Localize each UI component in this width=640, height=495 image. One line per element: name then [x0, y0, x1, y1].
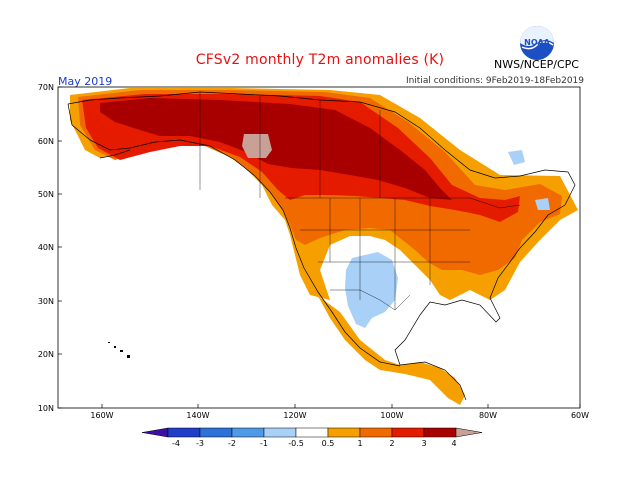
colorbar-swatch: [391, 427, 425, 438]
colorbar-label: -2: [228, 439, 236, 448]
agency-label: NWS/NCEP/CPC: [494, 58, 579, 71]
lon-label: 80W: [479, 411, 497, 420]
colorbar-label: 0.5: [322, 439, 335, 448]
anomaly-region-warm-1-south: [318, 296, 465, 405]
colorbar-label: 3: [421, 439, 426, 448]
initial-conditions: Initial conditions: 9Feb2019-18Feb2019: [405, 76, 584, 86]
colorbar-swatch: [231, 427, 265, 438]
lon-label: 100W: [380, 411, 403, 420]
anomaly-region-warm-5: [242, 134, 272, 158]
forecast-month: May 2019: [58, 75, 113, 88]
colorbar-label: -1: [260, 439, 268, 448]
map-title: CFSv2 monthly T2m anomalies (K): [195, 52, 445, 68]
anomaly-region-cool-southwest: [345, 252, 398, 328]
hawaii-islands: [108, 342, 130, 358]
anomaly-region-cool-canada: [508, 150, 525, 165]
colorbar-label: 4: [451, 439, 456, 448]
logo-text: NOAA: [524, 38, 550, 47]
colorbar-swatch: [359, 427, 393, 438]
colorbar-arrow-left: [141, 427, 169, 438]
colorbar-label: 2: [389, 439, 394, 448]
lat-label: 50N: [38, 190, 54, 199]
anomaly-region-cool-quebec: [535, 198, 550, 210]
lon-label: 160W: [90, 411, 113, 420]
lat-label: 30N: [38, 297, 54, 306]
anomaly-region-warm-4: [100, 98, 452, 200]
anomaly-shading: [70, 88, 578, 405]
latitude-labels: 70N 60N 50N 40N 30N 20N 10N: [38, 83, 54, 413]
axis-ticks: [58, 86, 581, 409]
lat-label: 60N: [38, 137, 54, 146]
colorbar-swatch: [327, 427, 361, 438]
lat-label: 10N: [38, 404, 54, 413]
plot-frame: [57, 86, 581, 409]
colorbar-label: 1: [357, 439, 362, 448]
colorbar-label: -3: [196, 439, 204, 448]
colorbar-label: -0.5: [288, 439, 304, 448]
colorbar-swatch: [263, 427, 297, 438]
lon-label: 120W: [283, 411, 306, 420]
political-boundaries: [199, 92, 521, 311]
colorbar: -4 -3 -2 -1 -0.5 0.5 1 2 3 4: [141, 427, 483, 448]
colorbar-swatch: [295, 427, 329, 438]
noaa-logo: NOAA: [520, 26, 554, 60]
lat-label: 70N: [38, 83, 54, 92]
colorbar-swatch: [199, 427, 233, 438]
lon-label: 140W: [186, 411, 209, 420]
colorbar-swatch: [423, 427, 457, 438]
colorbar-label: -4: [172, 439, 180, 448]
coastlines: [67, 91, 576, 401]
lon-label: 60W: [571, 411, 589, 420]
lat-label: 20N: [38, 350, 54, 359]
colorbar-swatch: [167, 427, 201, 438]
longitude-labels: 160W 140W 120W 100W 80W 60W: [90, 411, 589, 420]
lat-label: 40N: [38, 243, 54, 252]
colorbar-arrow-right: [455, 427, 483, 438]
